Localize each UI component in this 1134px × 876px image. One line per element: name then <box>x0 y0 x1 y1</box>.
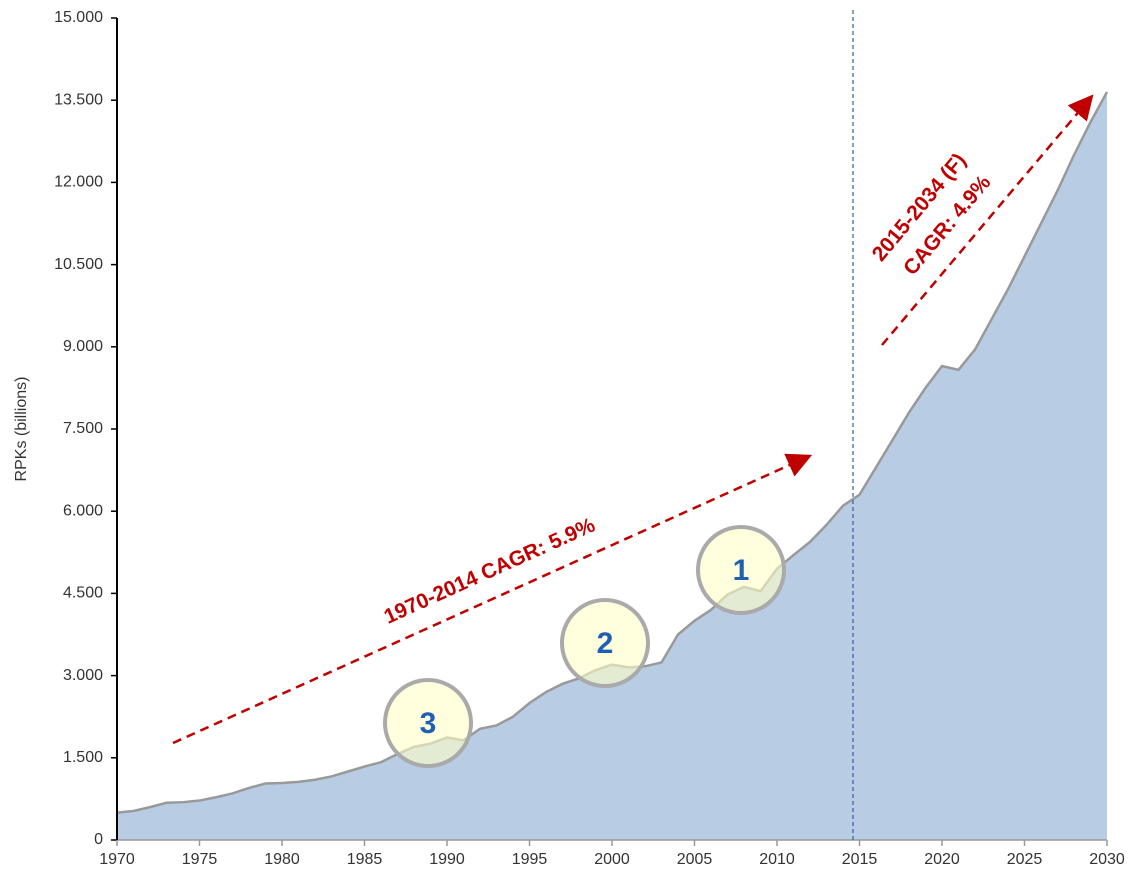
x-tick-label: 1985 <box>347 851 383 868</box>
y-tick-label: 4.500 <box>63 585 103 602</box>
x-tick-label: 2005 <box>677 851 713 868</box>
highlight-number: 1 <box>733 554 750 587</box>
y-tick-label: 13.500 <box>54 91 103 108</box>
highlight-number: 3 <box>420 707 437 740</box>
y-tick-label: 12.000 <box>54 174 103 191</box>
x-tick-label: 2020 <box>924 851 960 868</box>
highlight-circle <box>560 598 650 688</box>
highlight-circle <box>383 678 473 768</box>
x-tick-label: 2015 <box>842 851 878 868</box>
x-tick-label: 1975 <box>182 851 218 868</box>
y-tick-label: 1.500 <box>63 749 103 766</box>
trend-arrow <box>172 453 813 745</box>
trend-arrow <box>881 94 1094 346</box>
x-tick-label: 2025 <box>1007 851 1043 868</box>
x-tick-label: 2000 <box>594 851 630 868</box>
x-tick-label: 1980 <box>264 851 300 868</box>
y-tick-label: 15.000 <box>54 9 103 26</box>
x-tick-label: 2030 <box>1089 851 1125 868</box>
x-tick-label: 1990 <box>429 851 465 868</box>
y-tick-label: 6.000 <box>63 502 103 519</box>
highlight-number: 2 <box>597 627 614 660</box>
annotation: 1970-2014 CAGR: 5.9% <box>381 513 599 628</box>
x-tick-label: 1970 <box>99 851 135 868</box>
y-tick-label: 0 <box>94 831 103 848</box>
y-tick-label: 7.500 <box>63 420 103 437</box>
x-tick-label: 1995 <box>512 851 548 868</box>
y-tick-label: 10.500 <box>54 256 103 273</box>
area <box>117 91 1107 841</box>
highlight-circle <box>696 525 786 615</box>
y-axis-label: RPKs (billions) <box>13 377 30 482</box>
x-tick-label: 2010 <box>759 851 795 868</box>
y-tick-label: 3.000 <box>63 667 103 684</box>
y-tick-label: 9.000 <box>63 338 103 355</box>
